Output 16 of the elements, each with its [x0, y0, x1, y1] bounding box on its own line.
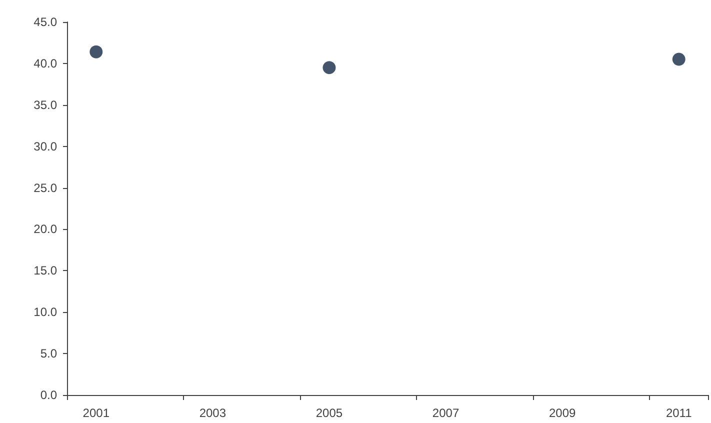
x-tick-label: 2009 — [548, 406, 576, 420]
y-tick-label: 15.0 — [34, 264, 58, 278]
y-tick-label: 5.0 — [40, 346, 58, 361]
x-tick-label: 2005 — [316, 406, 343, 420]
y-tick-label: 10.0 — [34, 305, 58, 320]
x-tick-label: 2001 — [82, 406, 110, 420]
y-tick-label: 20.0 — [34, 222, 58, 236]
y-tick-label: 25.0 — [34, 180, 58, 195]
x-tick-label: 2003 — [199, 406, 226, 420]
y-tick-label: 45.0 — [34, 15, 58, 29]
x-tick-label: 2007 — [432, 406, 460, 420]
x-tick-label: 2011 — [666, 406, 692, 420]
y-tick-label: 0.0 — [40, 388, 58, 402]
y-tick-label: 30.0 — [34, 139, 58, 154]
y-tick-label: 40.0 — [34, 56, 58, 70]
y-tick-label: 35.0 — [34, 98, 58, 112]
